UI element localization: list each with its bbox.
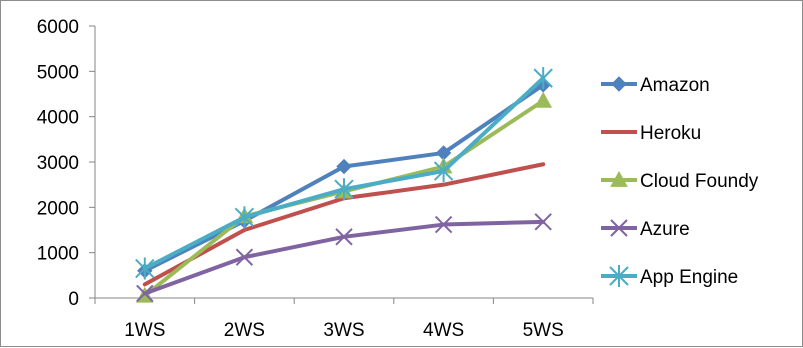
y-tick-label: 6000 bbox=[37, 17, 79, 38]
marker-stroke bbox=[136, 284, 154, 303]
legend-item-cloud-foundy: Cloud Foundy bbox=[601, 170, 759, 192]
data-point-app-engine bbox=[334, 178, 354, 201]
marker-stroke bbox=[235, 248, 254, 266]
x-tick-label: 4WS bbox=[423, 320, 464, 341]
marker-stroke bbox=[534, 213, 552, 231]
legend-marker-amazon bbox=[611, 76, 627, 92]
legend-label-azure: Azure bbox=[640, 219, 690, 240]
y-tick-label: 2000 bbox=[37, 198, 79, 219]
series-app-engine bbox=[135, 67, 553, 280]
legend-item-heroku: Heroku bbox=[601, 123, 701, 144]
legend-item-azure: Azure bbox=[601, 219, 690, 240]
data-point-azure bbox=[235, 248, 254, 266]
data-point-app-engine bbox=[234, 206, 255, 229]
data-point-azure bbox=[434, 215, 453, 234]
x-tick-label: 5WS bbox=[523, 320, 564, 341]
x-tick-label: 1WS bbox=[124, 320, 165, 341]
data-point-app-engine bbox=[135, 257, 155, 280]
legend-label-heroku: Heroku bbox=[640, 123, 701, 144]
y-tick-label: 3000 bbox=[37, 153, 79, 174]
axes bbox=[89, 25, 594, 304]
legend-label-app-engine: App Engine bbox=[640, 267, 738, 288]
marker-stroke bbox=[610, 219, 628, 237]
marker-stroke bbox=[335, 228, 353, 246]
legend: Amazon Heroku Cloud Foundy Azure App Engine bbox=[601, 75, 759, 288]
data-point-azure bbox=[335, 228, 353, 246]
marker-stroke bbox=[434, 215, 453, 234]
data-point-app-engine bbox=[533, 67, 553, 90]
y-tick-label: 5000 bbox=[37, 62, 79, 83]
legend-marker-app-engine bbox=[609, 265, 629, 287]
y-tick-label: 1000 bbox=[37, 244, 79, 265]
legend-item-amazon: Amazon bbox=[601, 75, 710, 96]
legend-label-amazon: Amazon bbox=[640, 75, 710, 96]
data-point-amazon bbox=[336, 158, 352, 175]
series-lines bbox=[135, 67, 553, 303]
y-tick-label: 4000 bbox=[37, 108, 79, 129]
x-tick-label: 2WS bbox=[224, 320, 265, 341]
legend-marker-azure bbox=[610, 219, 628, 237]
y-axis-tick-labels: 0 1000 2000 3000 4000 5000 6000 bbox=[37, 17, 79, 310]
data-point-azure bbox=[534, 213, 552, 231]
series-line-azure bbox=[142, 219, 546, 296]
legend-label-cloud-foundy: Cloud Foundy bbox=[640, 171, 759, 192]
y-tick-label: 0 bbox=[68, 289, 79, 310]
legend-marker-cloud-foundy bbox=[610, 170, 628, 187]
x-tick-label: 3WS bbox=[323, 320, 364, 341]
series-azure bbox=[136, 213, 552, 303]
data-point-app-engine bbox=[433, 160, 454, 183]
x-axis-tick-labels: 1WS 2WS 3WS 4WS 5WS bbox=[124, 320, 564, 341]
legend-item-app-engine: App Engine bbox=[601, 265, 738, 288]
series-amazon bbox=[137, 77, 551, 279]
data-point-cloud-foundy bbox=[534, 91, 553, 108]
data-point-azure bbox=[136, 284, 154, 303]
